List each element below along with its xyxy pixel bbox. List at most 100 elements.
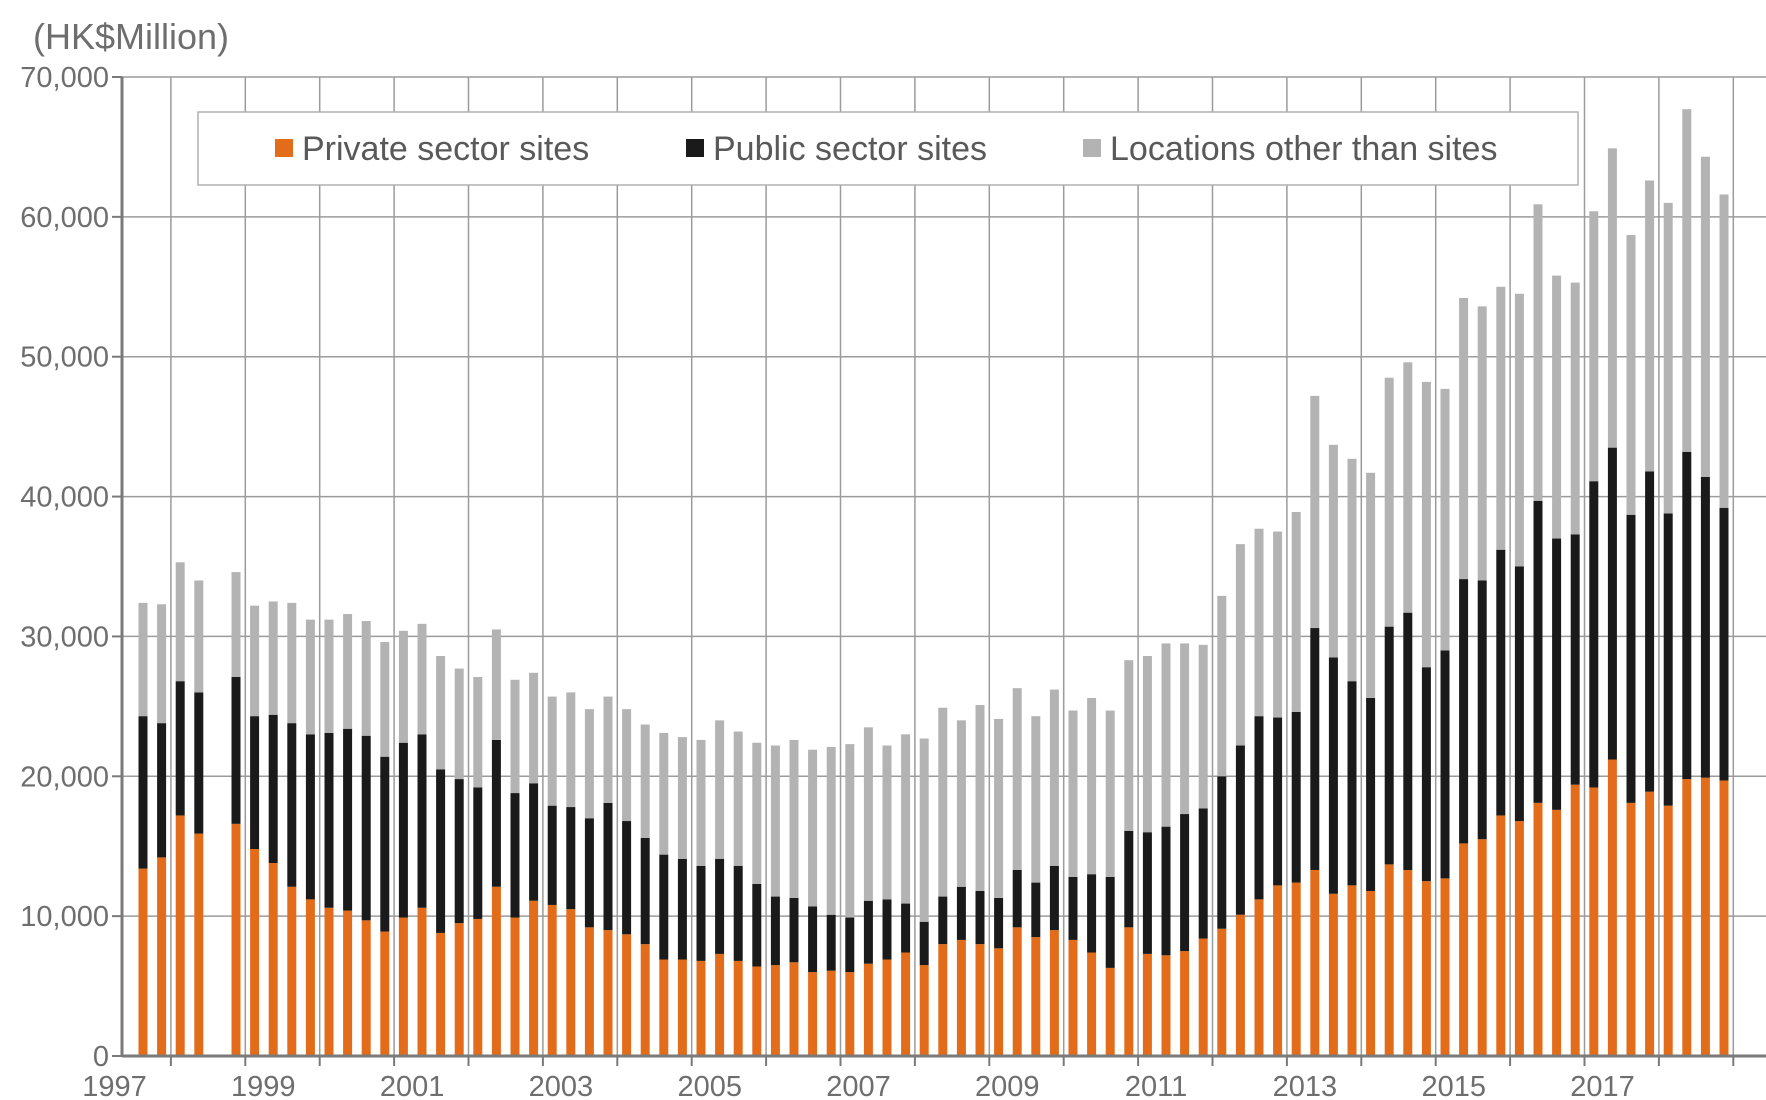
- x-tick-label: 2001: [380, 1071, 445, 1100]
- bar-segment-other: [305, 619, 315, 735]
- legend-label: Locations other than sites: [1110, 130, 1497, 168]
- bar-segment-public: [1719, 507, 1729, 781]
- bar-segment-other: [491, 629, 501, 740]
- x-tick-label: 2009: [975, 1071, 1040, 1100]
- bar-segment-public: [343, 728, 353, 911]
- bar-segment-other: [659, 732, 669, 855]
- bar-segment-public: [1421, 667, 1431, 882]
- x-tick-label: 2015: [1421, 1071, 1486, 1100]
- bar-segment-private: [1570, 784, 1580, 1056]
- bar-segment-other: [622, 709, 632, 822]
- bar-segment-other: [1310, 395, 1320, 629]
- y-axis-unit-label: (HK$Million): [33, 16, 229, 57]
- bar-segment-public: [882, 899, 892, 960]
- bar-segment-private: [1366, 890, 1376, 1056]
- bar-segment-public: [1496, 549, 1506, 816]
- bar-segment-public: [1682, 451, 1692, 780]
- y-tick-label: 70,000: [20, 62, 109, 94]
- bar-segment-other: [994, 718, 1004, 898]
- bar-segment-private: [919, 965, 929, 1056]
- bar-segment-private: [1142, 953, 1152, 1056]
- bar-segment-private: [529, 900, 539, 1056]
- bar-segment-public: [826, 914, 836, 971]
- bar-segment-public: [1142, 832, 1152, 954]
- bar-segment-other: [826, 746, 836, 915]
- bar-segment-other: [584, 709, 594, 819]
- bar-segment-private: [305, 899, 315, 1056]
- bar-segment-private: [770, 965, 780, 1056]
- bar-segment-public: [640, 837, 650, 945]
- bar-segment-private: [1087, 952, 1097, 1056]
- bar-segment-private: [194, 833, 204, 1056]
- bar-segment-other: [287, 602, 297, 724]
- bar-segment-private: [268, 862, 278, 1056]
- bar-segment-public: [454, 779, 464, 924]
- bar-segment-public: [1645, 471, 1655, 792]
- bar-segment-other: [1421, 381, 1431, 668]
- bar-segment-other: [1719, 194, 1729, 508]
- legend-box: [197, 111, 1579, 186]
- bar-segment-public: [789, 897, 799, 963]
- legend-label: Private sector sites: [302, 130, 589, 168]
- bar-segment-private: [789, 962, 799, 1056]
- bar-segment-other: [1440, 388, 1450, 651]
- bar-segment-private: [1682, 779, 1692, 1056]
- bar-segment-public: [417, 734, 427, 908]
- bar-segment-private: [752, 966, 762, 1056]
- bar-segment-private: [1607, 759, 1617, 1056]
- bar-segment-other: [808, 749, 818, 907]
- bar-segment-private: [845, 972, 855, 1056]
- bar-segment-private: [491, 886, 501, 1056]
- bar-segment-public: [863, 900, 873, 964]
- bar-segment-other: [882, 745, 892, 900]
- bar-segment-other: [1068, 710, 1078, 877]
- bar-segment-other: [956, 720, 966, 887]
- bar-segment-other: [343, 614, 353, 729]
- y-tick-label: 60,000: [20, 202, 109, 234]
- bar-segment-other: [1180, 643, 1190, 815]
- bar-segment-public: [324, 732, 334, 908]
- bar-segment-other: [250, 605, 260, 717]
- bar-segment-private: [696, 960, 706, 1056]
- bar-segment-public: [491, 739, 501, 887]
- bar-segment-public: [715, 858, 725, 954]
- bar-segment-public: [1124, 830, 1134, 928]
- bar-segment-private: [231, 823, 241, 1056]
- bar-segment-private: [1440, 878, 1450, 1056]
- bar-segment-public: [250, 716, 260, 850]
- bar-segment-other: [677, 737, 687, 859]
- bar-segment-other: [1366, 472, 1376, 698]
- bar-segment-other: [268, 601, 278, 715]
- bar-segment-private: [938, 944, 948, 1056]
- bar-segment-public: [1384, 626, 1394, 865]
- bar-segment-private: [622, 934, 632, 1056]
- bar-segment-private: [1235, 914, 1245, 1056]
- bar-segment-public: [1049, 865, 1059, 931]
- legend-swatch: [275, 139, 293, 157]
- bar-segment-public: [305, 734, 315, 900]
- bar-segment-private: [1514, 821, 1524, 1056]
- bar-segment-other: [1347, 458, 1357, 682]
- bar-segment-public: [194, 692, 204, 834]
- bar-segment-other: [417, 623, 427, 735]
- bar-segment-public: [1291, 711, 1301, 883]
- bar-segment-private: [659, 959, 669, 1056]
- bar-segment-other: [510, 679, 520, 794]
- bar-segment-private: [343, 910, 353, 1056]
- bar-segment-public: [659, 854, 669, 960]
- bar-segment-other: [473, 676, 483, 788]
- bar-segment-other: [175, 562, 185, 682]
- bar-segment-private: [547, 904, 557, 1056]
- bar-segment-public: [1198, 808, 1208, 939]
- bar-segment-private: [1328, 893, 1338, 1056]
- bar-segment-other: [1607, 148, 1617, 448]
- bar-segment-public: [696, 865, 706, 961]
- bar-segment-private: [566, 909, 576, 1056]
- bar-segment-public: [1626, 514, 1636, 803]
- grid-layer: [122, 76, 1766, 1056]
- bar-segment-other: [1254, 528, 1264, 717]
- bar-segment-other: [1087, 697, 1097, 875]
- bar-segment-public: [566, 807, 576, 910]
- bar-segment-other: [919, 738, 929, 922]
